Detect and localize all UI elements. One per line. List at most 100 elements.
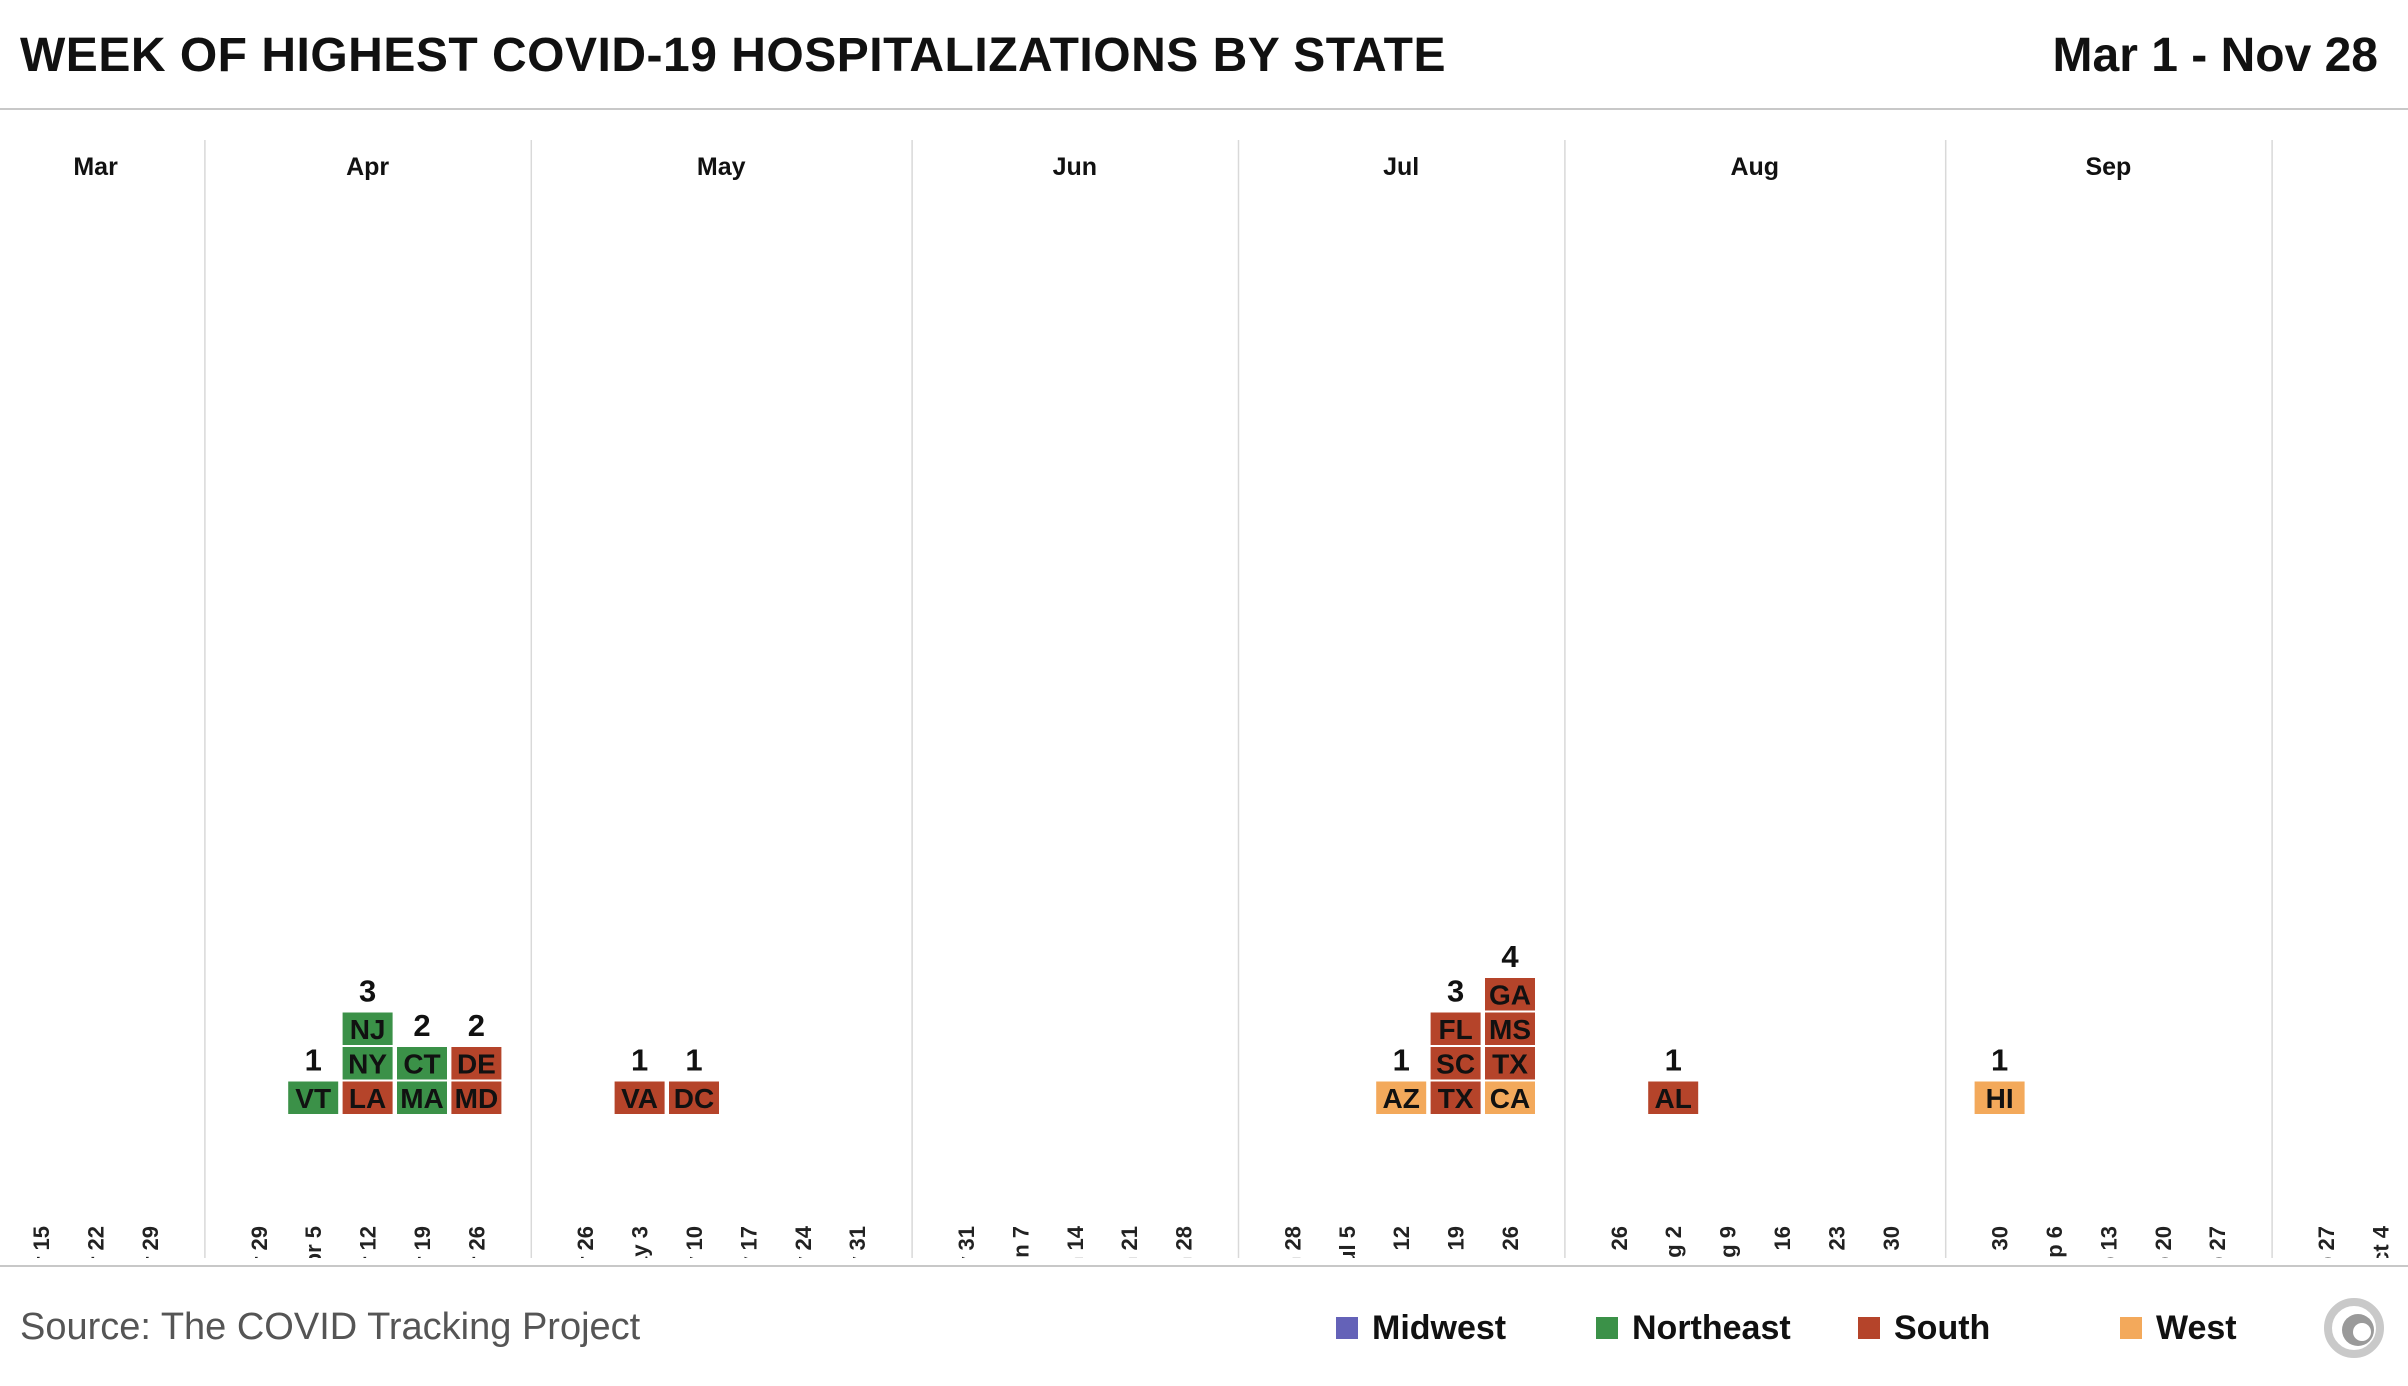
state-label-ny-apr-12: NY bbox=[348, 1048, 387, 1079]
state-label-ca-jul-26: CA bbox=[1490, 1083, 1530, 1114]
week-tick-apr-26: Apr 26 bbox=[464, 1226, 489, 1258]
week-tick-may-31: May 31 bbox=[954, 1226, 979, 1258]
week-tick-jul-19: Jul 19 bbox=[1444, 1226, 1469, 1258]
legend-item-south: South bbox=[1858, 1306, 1990, 1350]
legend-label-south: South bbox=[1894, 1308, 1991, 1347]
week-tick-jul-5: Jul 5 bbox=[1335, 1226, 1360, 1258]
state-label-hi-aug-30: HI bbox=[1986, 1083, 2014, 1114]
state-label-ms-jul-26: MS bbox=[1489, 1014, 1531, 1045]
week-tick-may-24: May 24 bbox=[791, 1225, 816, 1258]
state-cell-la-apr-12 bbox=[342, 1081, 393, 1114]
state-label-ma-apr-19: MA bbox=[400, 1083, 444, 1114]
footer-divider bbox=[0, 1265, 2408, 1267]
week-tick-sep-27: Sep 27 bbox=[2205, 1226, 2230, 1258]
chart-header: WEEK OF HIGHEST COVID-19 HOSPITALIZATION… bbox=[0, 0, 2408, 108]
state-label-ct-apr-19: CT bbox=[403, 1048, 440, 1079]
week-tick-aug-30: Aug 30 bbox=[1879, 1226, 1904, 1258]
week-tick-oct-4: Oct 4 bbox=[2368, 1225, 2393, 1258]
week-tick-sep-6: Sep 6 bbox=[2042, 1226, 2067, 1258]
bar-total-apr-5: 1 bbox=[305, 1043, 322, 1078]
week-tick-aug-30: Aug 30 bbox=[1988, 1226, 2013, 1258]
week-tick-may-31: May 31 bbox=[845, 1226, 870, 1258]
state-cell-ga-jul-26 bbox=[1485, 978, 1535, 1011]
state-label-tx-jul-26: TX bbox=[1492, 1048, 1528, 1079]
month-label-jun: Jun bbox=[1053, 153, 1097, 181]
chart-canvas: Mar Mar 15 Mar 22 Mar 29 Apr Mar 29 Apr 5 Apr 1… bbox=[29, 140, 2393, 1258]
week-tick-sep-27: Sep 27 bbox=[2314, 1226, 2339, 1258]
legend-item-midwest: Midwest bbox=[1336, 1306, 1506, 1350]
state-cell-va-may-3 bbox=[614, 1081, 665, 1114]
bar-total-jul-19: 3 bbox=[1447, 974, 1464, 1009]
week-tick-may-3: May 3 bbox=[628, 1226, 653, 1258]
week-tick-aug-9: Aug 9 bbox=[1716, 1226, 1741, 1258]
week-tick-jul-26: Jul 26 bbox=[1498, 1226, 1523, 1258]
week-tick-aug-16: Aug 16 bbox=[1770, 1226, 1795, 1258]
week-tick-mar-29: Mar 29 bbox=[247, 1226, 272, 1258]
state-cell-tx-jul-26 bbox=[1485, 1047, 1535, 1080]
legend-label-northeast: Northeast bbox=[1632, 1308, 1791, 1347]
legend-swatch-northeast bbox=[1596, 1317, 1618, 1339]
state-cell-md-apr-26 bbox=[451, 1081, 502, 1114]
state-cell-sc-jul-19 bbox=[1430, 1047, 1481, 1080]
state-cell-fl-jul-19 bbox=[1430, 1012, 1481, 1045]
covid-tracking-project-logo-icon bbox=[2324, 1298, 2384, 1358]
week-tick-aug-2: Aug 2 bbox=[1661, 1226, 1686, 1258]
state-label-de-apr-26: DE bbox=[457, 1048, 496, 1079]
state-label-fl-jul-19: FL bbox=[1438, 1014, 1472, 1045]
bar-total-aug-30: 1 bbox=[1991, 1043, 2008, 1078]
month-label-aug: Aug bbox=[1730, 153, 1779, 181]
state-label-vt-apr-5: VT bbox=[295, 1083, 331, 1114]
week-tick-mar-22: Mar 22 bbox=[84, 1226, 109, 1258]
week-tick-may-10: May 10 bbox=[682, 1226, 707, 1258]
state-label-al-aug-2: AL bbox=[1655, 1083, 1692, 1114]
week-tick-apr-12: Apr 12 bbox=[356, 1226, 381, 1258]
state-cell-nj-apr-12 bbox=[342, 1012, 393, 1045]
week-tick-apr-19: Apr 19 bbox=[410, 1226, 435, 1258]
state-cell-dc-may-10 bbox=[669, 1081, 719, 1114]
state-label-dc-may-10: DC bbox=[674, 1083, 714, 1114]
state-cell-ma-apr-19 bbox=[397, 1081, 447, 1114]
legend-swatch-west bbox=[2120, 1317, 2142, 1339]
header-divider bbox=[0, 108, 2408, 110]
state-label-md-apr-26: MD bbox=[455, 1083, 499, 1114]
week-tick-jun-28: Jun 28 bbox=[1280, 1226, 1305, 1258]
legend-label-west: West bbox=[2156, 1308, 2237, 1347]
state-cell-ct-apr-19 bbox=[397, 1047, 447, 1080]
state-cell-ca-jul-26 bbox=[1485, 1081, 1535, 1114]
state-label-la-apr-12: LA bbox=[349, 1083, 386, 1114]
week-tick-jul-12: Jul 12 bbox=[1389, 1226, 1414, 1258]
state-cell-ms-jul-26 bbox=[1485, 1012, 1535, 1045]
week-tick-mar-15: Mar 15 bbox=[29, 1226, 54, 1258]
month-label-may: May bbox=[697, 153, 746, 181]
bar-total-apr-19: 2 bbox=[413, 1008, 430, 1043]
week-tick-sep-13: Sep 13 bbox=[2096, 1226, 2121, 1258]
state-cell-al-aug-2 bbox=[1648, 1081, 1699, 1114]
state-label-sc-jul-19: SC bbox=[1436, 1048, 1475, 1079]
chart-title: WEEK OF HIGHEST COVID-19 HOSPITALIZATION… bbox=[20, 29, 1446, 82]
state-label-ga-jul-26: GA bbox=[1489, 979, 1531, 1010]
bar-total-jul-12: 1 bbox=[1393, 1043, 1410, 1078]
state-cell-tx-jul-19 bbox=[1430, 1081, 1481, 1114]
bar-total-aug-2: 1 bbox=[1665, 1043, 1682, 1078]
state-cell-hi-aug-30 bbox=[1974, 1081, 2025, 1114]
state-label-nj-apr-12: NJ bbox=[350, 1014, 386, 1045]
state-label-az-jul-12: AZ bbox=[1383, 1083, 1420, 1114]
legend-item-northeast: Northeast bbox=[1596, 1306, 1791, 1350]
legend-swatch-midwest bbox=[1336, 1317, 1358, 1339]
state-cell-az-jul-12 bbox=[1376, 1081, 1427, 1114]
bar-total-may-10: 1 bbox=[685, 1043, 702, 1078]
week-tick-sep-20: Sep 20 bbox=[2151, 1226, 2176, 1258]
week-tick-jun-7: Jun 7 bbox=[1008, 1226, 1033, 1258]
week-tick-apr-5: Apr 5 bbox=[301, 1226, 326, 1258]
bar-total-apr-12: 3 bbox=[359, 974, 376, 1009]
state-cell-vt-apr-5 bbox=[288, 1081, 339, 1114]
month-label-jul: Jul bbox=[1383, 153, 1419, 181]
week-tick-mar-29: Mar 29 bbox=[138, 1226, 163, 1258]
week-tick-aug-23: Aug 23 bbox=[1824, 1226, 1849, 1258]
week-tick-jun-21: Jun 21 bbox=[1117, 1226, 1142, 1258]
source-note: Source: The COVID Tracking Project bbox=[20, 1306, 641, 1348]
state-cell-ny-apr-12 bbox=[342, 1047, 393, 1080]
state-label-va-may-3: VA bbox=[621, 1083, 658, 1114]
date-range: Mar 1 - Nov 28 bbox=[2052, 29, 2378, 82]
month-label-apr: Apr bbox=[346, 153, 389, 181]
